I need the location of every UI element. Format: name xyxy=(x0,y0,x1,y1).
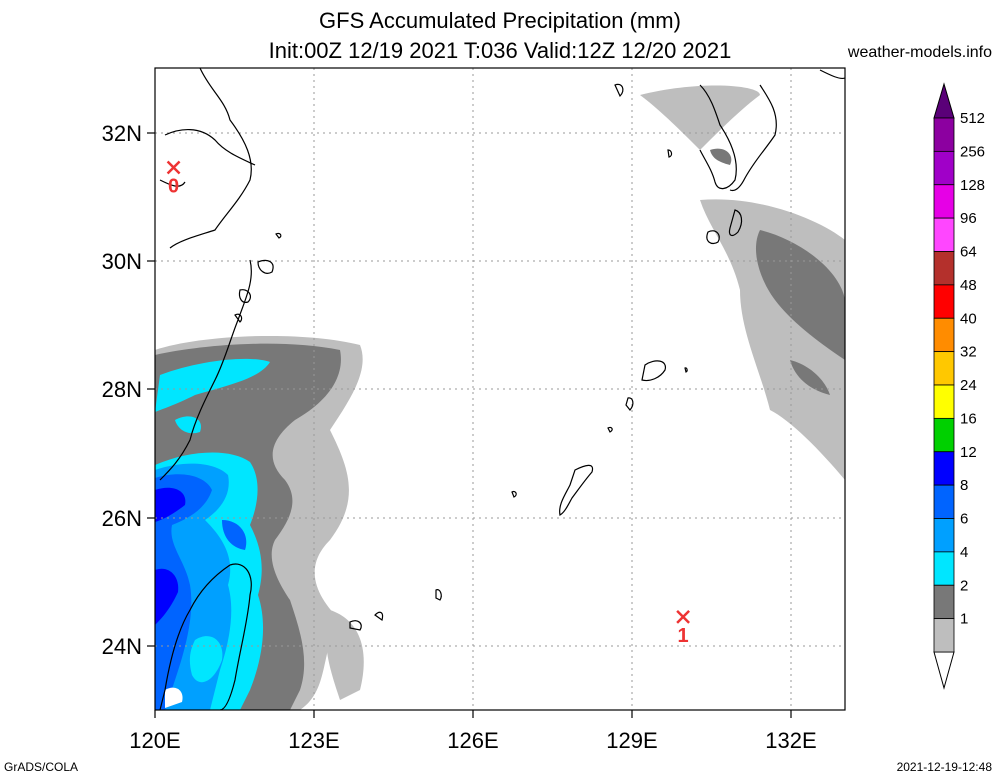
colorbar-label: 256 xyxy=(960,143,985,160)
colorbar-label: 16 xyxy=(960,410,977,427)
colorbar-swatch xyxy=(933,351,955,386)
colorbar-label: 4 xyxy=(960,544,968,561)
colorbar-label: 2 xyxy=(960,577,968,594)
colorbar-swatch xyxy=(933,417,955,453)
colorbar-label: 8 xyxy=(960,477,968,494)
colorbar-label: 96 xyxy=(960,210,977,227)
lon-tick-labels: 120E 123E 126E 129E 132E xyxy=(129,728,816,753)
lat-tick-label: 28N xyxy=(102,377,142,402)
marker-cross xyxy=(676,610,690,624)
colorbar-swatch xyxy=(933,284,955,319)
colorbar-swatch xyxy=(933,484,955,519)
colorbar-label: 6 xyxy=(960,511,968,528)
lon-tick-label: 126E xyxy=(447,728,498,753)
colorbar-swatch xyxy=(933,584,955,620)
colorbar-swatch xyxy=(933,518,955,553)
coastlines xyxy=(159,68,845,710)
lon-tick-label: 132E xyxy=(765,728,816,753)
lat-tick-label: 24N xyxy=(102,634,142,659)
tick-marks xyxy=(147,132,792,718)
lat-tick-label: 26N xyxy=(102,506,142,531)
colorbar-swatch xyxy=(933,184,955,219)
lon-tick-label: 123E xyxy=(288,728,339,753)
colorbar-swatch xyxy=(933,150,955,186)
colorbar-swatch xyxy=(933,551,955,586)
colorbar-swatch xyxy=(933,117,955,152)
colorbar-swatch xyxy=(933,217,955,252)
colorbar-label: 24 xyxy=(960,377,977,394)
colorbar-label: 40 xyxy=(960,310,977,327)
lon-tick-label: 120E xyxy=(129,728,180,753)
colorbar-label: 512 xyxy=(960,110,985,127)
lon-tick-label: 129E xyxy=(606,728,657,753)
precip-fill xyxy=(155,85,845,710)
colorbar-swatch xyxy=(933,384,955,419)
map-markers: 01 xyxy=(166,160,690,647)
chart-subtitle: Init:00Z 12/19 2021 T:036 Valid:12Z 12/2… xyxy=(268,38,732,63)
marker-cross xyxy=(166,160,181,175)
colorbar-swatch xyxy=(933,251,955,286)
colorbar-label: 128 xyxy=(960,177,985,194)
colorbar-swatch xyxy=(933,618,955,653)
software-credit: GrADS/COLA xyxy=(4,760,79,774)
source-site: weather-models.info xyxy=(847,44,992,61)
chart-title: GFS Accumulated Precipitation (mm) xyxy=(319,8,681,33)
colorbar-label: 12 xyxy=(960,444,977,461)
colorbar-top-arrow xyxy=(933,82,955,119)
colorbar-label: 1 xyxy=(960,611,968,628)
colorbar-bottom-arrow xyxy=(933,651,955,690)
lat-tick-labels: 32N 30N 28N 26N 24N xyxy=(102,121,142,659)
lat-tick-label: 30N xyxy=(102,249,142,274)
colorbar-swatch xyxy=(933,317,955,353)
marker-label: 0 xyxy=(168,176,179,198)
render-timestamp: 2021-12-19-12:48 xyxy=(896,760,992,774)
colorbar-swatch xyxy=(933,451,955,486)
marker-label: 1 xyxy=(678,625,689,647)
colorbar-label: 48 xyxy=(960,277,977,294)
lat-tick-label: 32N xyxy=(102,121,142,146)
colorbar-label: 32 xyxy=(960,344,977,361)
colorbar-label: 64 xyxy=(960,244,977,261)
